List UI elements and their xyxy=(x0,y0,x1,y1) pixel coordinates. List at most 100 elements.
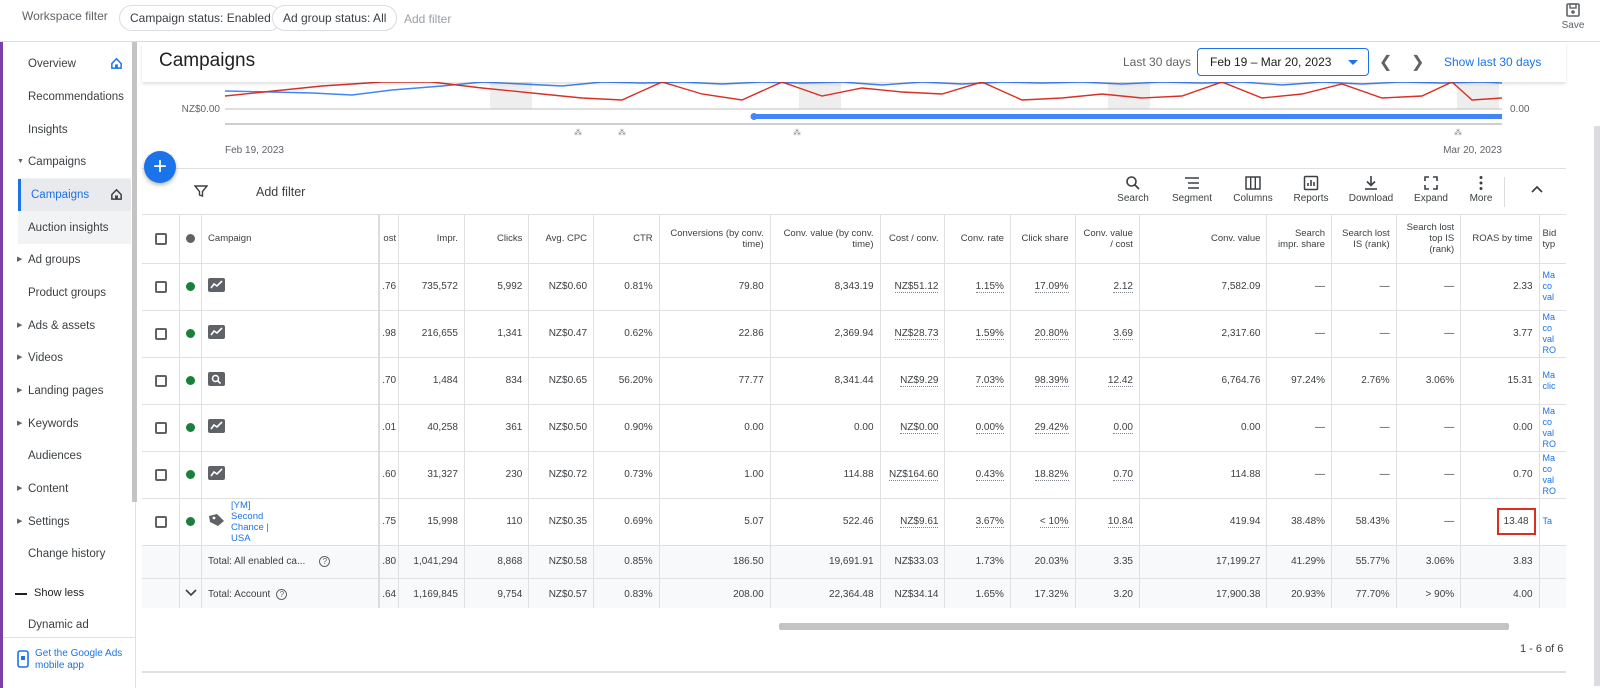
cell-value[interactable]: 0.00 xyxy=(1113,422,1133,434)
header-search-impr-share[interactable]: Search impr. share xyxy=(1266,215,1333,264)
cell-value[interactable]: 10.84 xyxy=(1107,516,1133,528)
status-enabled-dot-icon[interactable] xyxy=(186,469,196,479)
chip-ad-group-status[interactable]: Ad group status: All xyxy=(272,5,398,31)
status-enabled-dot-icon[interactable] xyxy=(186,516,196,526)
show-last-30-days-link[interactable]: Show last 30 days xyxy=(1444,55,1542,69)
status-enabled-dot-icon[interactable] xyxy=(186,328,196,338)
table-row[interactable]: .01 40,258 361 NZ$0.50 0.90% 0.00 0.00 NZ$0.00 0… xyxy=(142,404,1566,452)
mobile-app-promo[interactable]: Get the Google Ads mobile app xyxy=(3,637,136,688)
chevron-up-icon[interactable] xyxy=(1530,182,1544,196)
save-button[interactable]: Save xyxy=(1556,0,1590,40)
campaign-name-link[interactable]: [YM] Second Chance | USA xyxy=(231,499,269,544)
sidebar-item-content[interactable]: ▶ Content xyxy=(3,473,131,505)
cell-value[interactable]: 3.69 xyxy=(1113,328,1133,340)
page-scrollbar[interactable] xyxy=(1594,126,1600,686)
sidebar-item-audiences[interactable]: Audiences xyxy=(3,440,131,472)
cell-value[interactable]: 20.80% xyxy=(1034,328,1069,340)
header-search-lost-is-rank[interactable]: Search lost IS (rank) xyxy=(1331,215,1397,264)
chip-campaign-status[interactable]: Campaign status: Enabled xyxy=(119,5,282,31)
row-checkbox[interactable] xyxy=(154,280,167,293)
reports-button[interactable]: Reports xyxy=(1283,175,1339,204)
cell-bid-strategy[interactable]: Ma co val RO xyxy=(1539,451,1566,499)
bid-strategy-link[interactable]: Ta xyxy=(1542,516,1553,526)
table-row[interactable]: [YM] Second Chance | USA .75 15,998 110 NZ$0… xyxy=(142,498,1566,546)
header-bid-type[interactable]: Bid typ xyxy=(1539,215,1566,264)
campaign-cell[interactable] xyxy=(201,357,380,405)
cell-value[interactable]: NZ$9.61 xyxy=(900,516,939,528)
campaign-cell[interactable] xyxy=(201,263,380,311)
cell-value[interactable]: 0.70 xyxy=(1113,469,1133,481)
cell-bid-strategy[interactable]: Ma co val xyxy=(1539,263,1566,311)
bid-strategy-link[interactable]: Ma co val RO xyxy=(1542,311,1557,355)
select-all-checkbox[interactable] xyxy=(154,232,167,245)
date-range-picker[interactable]: Feb 19 – Mar 20, 2023 xyxy=(1197,48,1369,76)
sidebar-item-insights[interactable]: Insights xyxy=(3,114,131,146)
sidebar-item-campaigns[interactable]: Campaigns xyxy=(18,179,131,211)
campaign-cell[interactable]: [YM] Second Chance | USA xyxy=(201,498,380,546)
sidebar-item-campaigns-group[interactable]: ▼ Campaigns xyxy=(3,146,131,178)
table-row[interactable]: .70 1,484 834 NZ$0.65 56.20% 77.77 8,341.44 NZ$… xyxy=(142,357,1566,405)
header-click-share[interactable]: Click share xyxy=(1010,215,1076,264)
cell-value[interactable]: 2.12 xyxy=(1113,281,1133,293)
cell-value[interactable]: 7.03% xyxy=(975,375,1004,387)
add-filter-link[interactable]: Add filter xyxy=(404,12,452,26)
campaign-cell[interactable] xyxy=(201,451,380,499)
sidebar-item-auction-insights[interactable]: Auction insights xyxy=(3,212,131,244)
filter-icon[interactable] xyxy=(194,184,208,198)
cell-value[interactable]: 29.42% xyxy=(1034,422,1069,434)
cell-value[interactable]: 0.00% xyxy=(975,422,1004,434)
row-checkbox[interactable] xyxy=(154,374,167,387)
sidebar-item-change-history[interactable]: Change history xyxy=(3,538,131,570)
header-search-lost-top-is[interactable]: Search lost top IS (rank) xyxy=(1396,215,1462,264)
search-button[interactable]: Search xyxy=(1105,175,1161,204)
bid-strategy-link[interactable]: Ma co val RO xyxy=(1542,405,1557,449)
bid-strategy-link[interactable]: Ma co val RO xyxy=(1542,452,1557,496)
row-checkbox[interactable] xyxy=(154,327,167,340)
status-enabled-dot-icon[interactable] xyxy=(186,375,196,385)
chevron-left-icon[interactable]: ❮ xyxy=(1379,54,1393,71)
cell-value[interactable]: NZ$164.60 xyxy=(888,469,939,481)
row-checkbox[interactable] xyxy=(154,421,167,434)
header-conv-rate[interactable]: Conv. rate xyxy=(944,215,1011,264)
add-filter-button[interactable]: Add filter xyxy=(256,185,306,199)
header-avg-cpc[interactable]: Avg. CPC xyxy=(528,215,595,264)
cell-value[interactable]: 12.42 xyxy=(1107,375,1133,387)
bid-strategy-link[interactable]: Ma co val xyxy=(1542,270,1556,302)
sidebar-item-ads-assets[interactable]: ▶ Ads & assets xyxy=(3,310,131,342)
cell-value[interactable]: NZ$0.00 xyxy=(900,422,939,434)
status-enabled-dot-icon[interactable] xyxy=(186,422,196,432)
campaign-cell[interactable] xyxy=(201,310,380,358)
cell-bid-strategy[interactable]: Ta xyxy=(1539,498,1566,546)
sidebar-item-overview[interactable]: Overview xyxy=(3,48,131,80)
header-clicks[interactable]: Clicks xyxy=(464,215,530,264)
campaign-cell[interactable] xyxy=(201,404,380,452)
status-header[interactable] xyxy=(179,215,203,264)
table-row[interactable]: .60 31,327 230 NZ$0.72 0.73% 1.00 114.88 NZ$164… xyxy=(142,451,1566,499)
cell-value[interactable]: 98.39% xyxy=(1034,375,1069,387)
cell-bid-strategy[interactable]: Ma co val RO xyxy=(1539,404,1566,452)
table-horizontal-scrollbar[interactable] xyxy=(779,623,1509,630)
row-checkbox[interactable] xyxy=(154,515,167,528)
mobile-app-link[interactable]: Get the Google Ads mobile app xyxy=(35,648,123,671)
range-handle[interactable] xyxy=(750,113,758,120)
segment-button[interactable]: Segment xyxy=(1164,175,1220,204)
table-row[interactable]: .76 735,572 5,992 NZ$0.60 0.81% 79.80 8,343.19… xyxy=(142,263,1566,311)
table-row[interactable]: .98 216,655 1,341 NZ$0.47 0.62% 22.86 2,369.94… xyxy=(142,310,1566,358)
cell-value[interactable]: NZ$9.29 xyxy=(900,375,939,387)
help-icon[interactable]: ? xyxy=(276,588,288,600)
cell-value[interactable]: 0.43% xyxy=(975,469,1004,481)
header-conversions-by-time[interactable]: Conversions (by conv. time) xyxy=(659,215,771,264)
header-conv-value[interactable]: Conv. value xyxy=(1139,215,1268,264)
sidebar-item-ad-groups[interactable]: ▶ Ad groups xyxy=(3,244,131,276)
header-campaign[interactable]: Campaign xyxy=(201,215,380,264)
header-cost[interactable]: ost xyxy=(378,215,400,264)
chevron-right-icon[interactable]: ❯ xyxy=(1411,54,1425,71)
header-conv-value-cost[interactable]: Conv. value / cost xyxy=(1075,215,1140,264)
sidebar-item-recommendations[interactable]: Recommendations xyxy=(3,81,131,113)
sidebar-item-product-groups[interactable]: Product groups xyxy=(3,277,131,309)
bid-strategy-link[interactable]: Ma clic xyxy=(1542,369,1556,391)
cell-value[interactable]: 3.67% xyxy=(975,516,1004,528)
help-icon[interactable]: ? xyxy=(319,555,331,567)
status-enabled-dot-icon[interactable] xyxy=(186,281,196,291)
cell-value[interactable]: 18.82% xyxy=(1034,469,1069,481)
